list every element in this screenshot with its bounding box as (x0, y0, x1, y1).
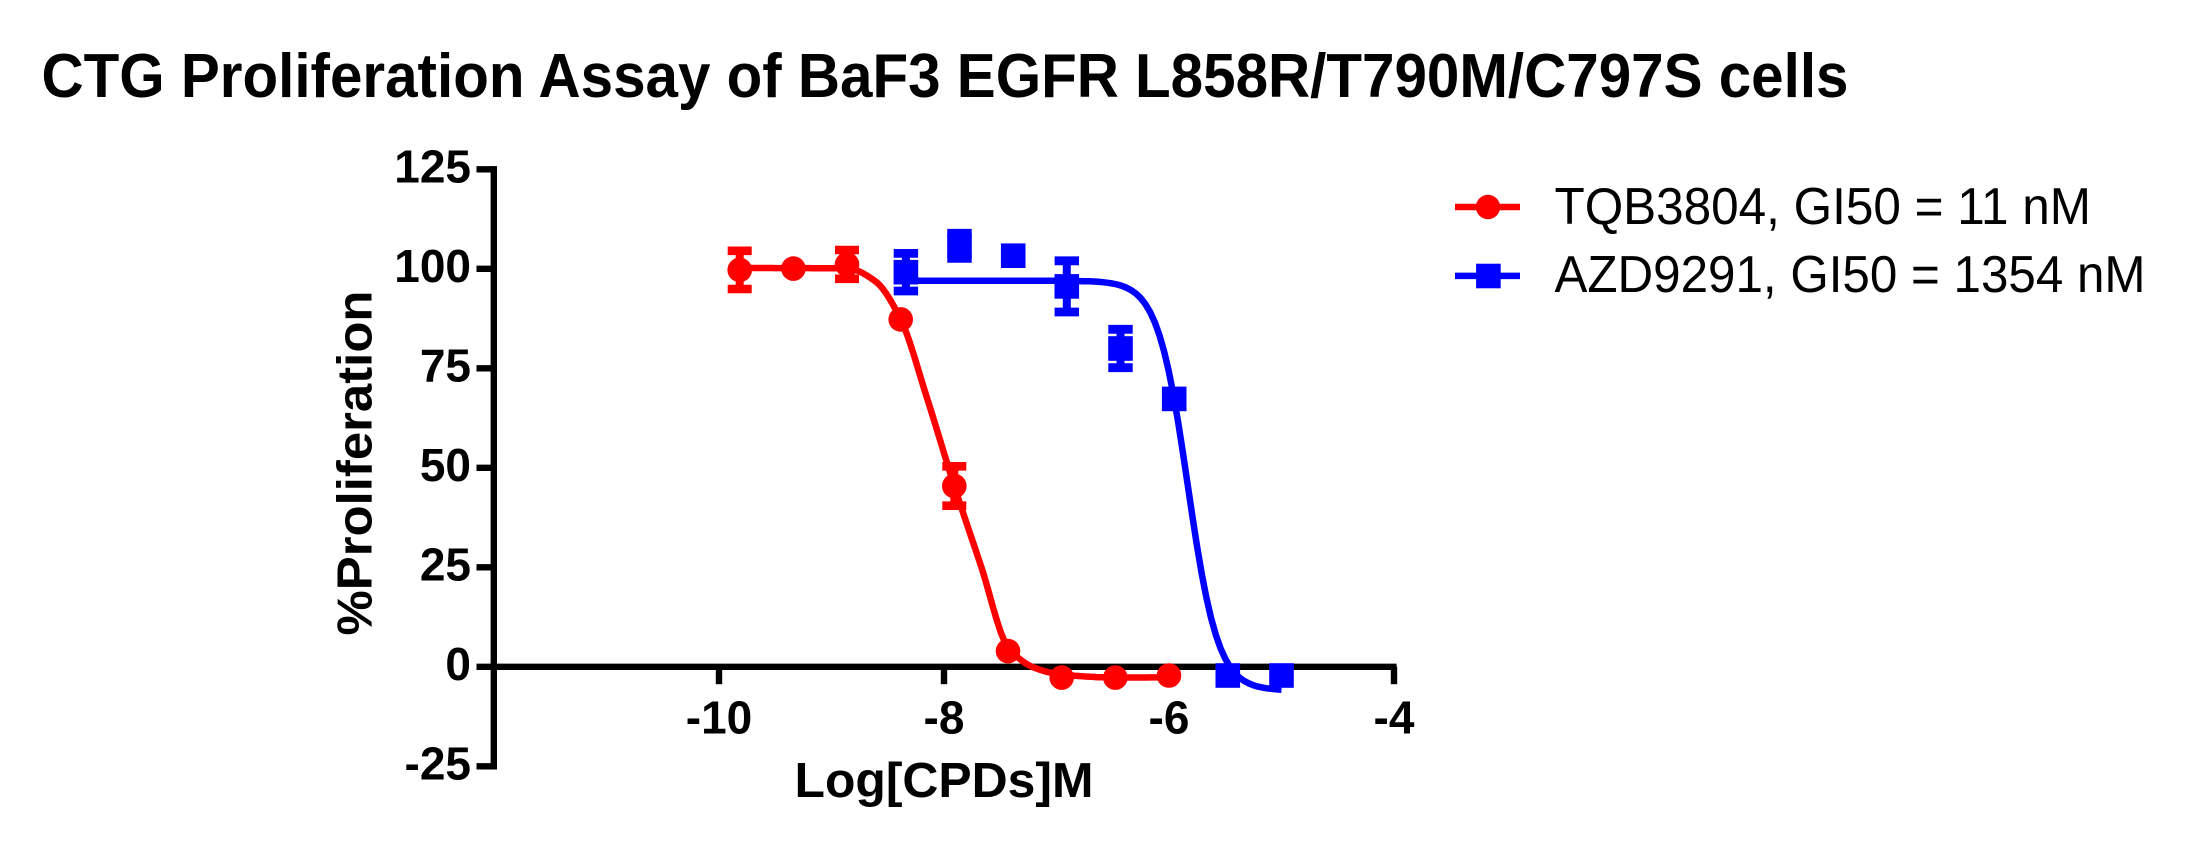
svg-text:Log[CPDs]M: Log[CPDs]M (795, 753, 1094, 808)
svg-text:25: 25 (420, 538, 471, 590)
svg-text:%Proliferation: %Proliferation (328, 291, 383, 636)
svg-text:AZD9291, GI50 = 1354 nM: AZD9291, GI50 = 1354 nM (1555, 245, 2146, 303)
svg-text:-25: -25 (405, 737, 471, 789)
svg-text:50: 50 (420, 439, 471, 491)
svg-text:125: 125 (394, 140, 471, 192)
svg-text:-10: -10 (686, 692, 752, 744)
svg-text:100: 100 (394, 240, 471, 292)
svg-text:TQB3804, GI50 = 11 nM: TQB3804, GI50 = 11 nM (1555, 177, 2092, 235)
svg-text:0: 0 (445, 638, 471, 690)
svg-text:75: 75 (420, 339, 471, 391)
svg-text:-4: -4 (1374, 692, 1415, 744)
svg-text:-6: -6 (1149, 692, 1190, 744)
svg-text:-8: -8 (924, 692, 965, 744)
svg-text:CTG Proliferation Assay of BaF: CTG Proliferation Assay of BaF3 EGFR L85… (42, 42, 1849, 111)
